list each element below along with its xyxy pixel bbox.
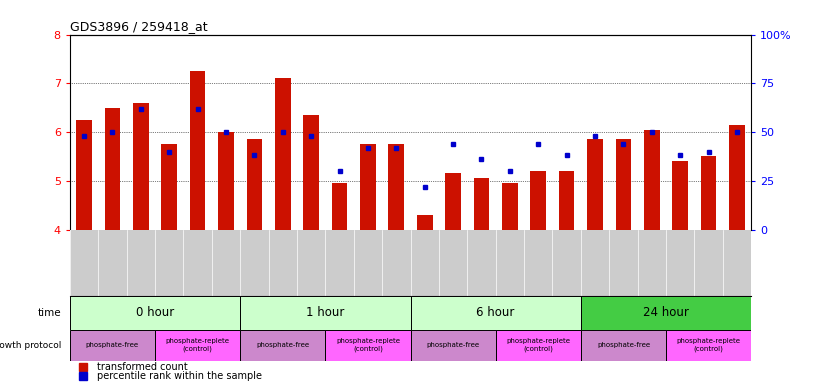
- Bar: [581, 296, 751, 329]
- Text: phosphate-replete
(control): phosphate-replete (control): [336, 338, 400, 352]
- Bar: [162, 144, 177, 230]
- Text: GDS3896 / 259418_at: GDS3896 / 259418_at: [70, 20, 208, 33]
- Text: 1 hour: 1 hour: [306, 306, 345, 319]
- Text: phosphate-replete
(control): phosphate-replete (control): [166, 338, 230, 352]
- Bar: [241, 329, 325, 361]
- Bar: [474, 178, 489, 230]
- Bar: [360, 144, 376, 230]
- Bar: [445, 174, 461, 230]
- Bar: [218, 132, 234, 230]
- Text: phosphate-free: phosphate-free: [86, 342, 139, 348]
- Text: phosphate-replete
(control): phosphate-replete (control): [677, 338, 741, 352]
- Bar: [76, 120, 92, 230]
- Text: 6 hour: 6 hour: [476, 306, 515, 319]
- Bar: [644, 130, 659, 230]
- Text: 0 hour: 0 hour: [135, 306, 174, 319]
- Bar: [666, 329, 751, 361]
- Bar: [190, 71, 205, 230]
- Bar: [241, 296, 410, 329]
- Bar: [70, 296, 241, 329]
- Bar: [417, 215, 433, 230]
- Bar: [701, 156, 717, 230]
- Bar: [332, 183, 347, 230]
- Text: percentile rank within the sample: percentile rank within the sample: [97, 371, 262, 381]
- Bar: [729, 125, 745, 230]
- Bar: [133, 103, 149, 230]
- Bar: [303, 115, 319, 230]
- Text: transformed count: transformed count: [97, 361, 188, 371]
- Text: phosphate-free: phosphate-free: [597, 342, 650, 348]
- Text: phosphate-free: phosphate-free: [427, 342, 479, 348]
- Bar: [104, 108, 120, 230]
- Bar: [587, 139, 603, 230]
- Bar: [410, 329, 496, 361]
- Text: growth protocol: growth protocol: [0, 341, 62, 350]
- Bar: [581, 329, 666, 361]
- Bar: [246, 139, 262, 230]
- Bar: [70, 329, 155, 361]
- Bar: [559, 171, 575, 230]
- Bar: [530, 171, 546, 230]
- Bar: [496, 329, 581, 361]
- Bar: [616, 139, 631, 230]
- Bar: [672, 161, 688, 230]
- Bar: [502, 183, 518, 230]
- Bar: [410, 296, 581, 329]
- Text: phosphate-free: phosphate-free: [256, 342, 310, 348]
- Bar: [388, 144, 404, 230]
- Text: time: time: [38, 308, 62, 318]
- Text: 24 hour: 24 hour: [643, 306, 689, 319]
- Bar: [325, 329, 410, 361]
- Bar: [275, 78, 291, 230]
- Bar: [155, 329, 240, 361]
- Text: phosphate-replete
(control): phosphate-replete (control): [507, 338, 571, 352]
